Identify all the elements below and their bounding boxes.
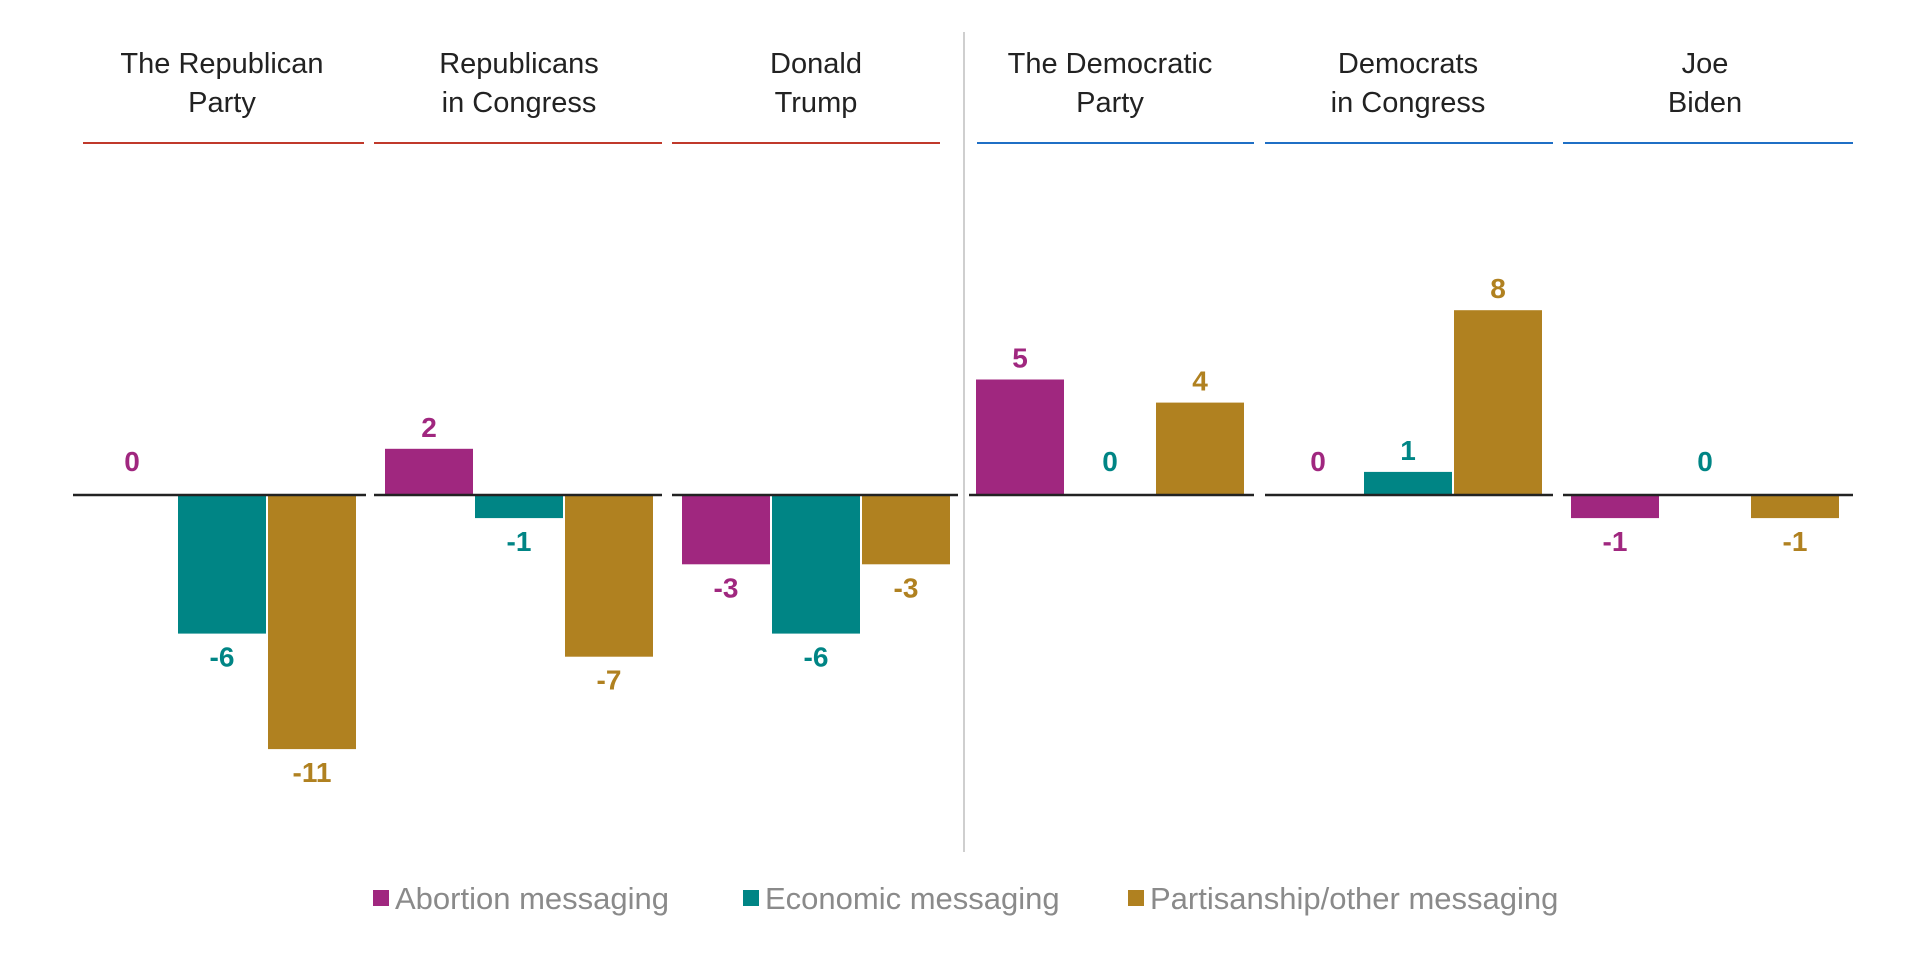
panel-the-democratic-party: The Democratic Party 5 0 4	[969, 48, 1254, 497]
bar-abortion-messaging	[385, 448, 473, 495]
bar-economic-messaging	[475, 495, 563, 519]
panel-title-line: Party	[1076, 87, 1144, 119]
bar-partisanship-other-messaging	[268, 495, 356, 750]
data-label-abortion-messaging: -1	[1603, 526, 1628, 557]
bar-partisanship-other-messaging	[1454, 310, 1542, 495]
panel-title-line: Joe	[1682, 48, 1729, 80]
panel-title: Joe Biden	[1668, 48, 1742, 119]
data-label-abortion-messaging: 5	[1012, 343, 1028, 374]
data-label-economic-messaging: 0	[1102, 446, 1118, 477]
data-label-partisanship-other-messaging: -1	[1783, 526, 1808, 557]
data-label-economic-messaging: -1	[507, 526, 532, 557]
bar-abortion-messaging	[682, 495, 770, 565]
legend-swatch	[1128, 890, 1144, 906]
panel-title-line: Democrats	[1338, 48, 1478, 80]
panel-title: Donald Trump	[770, 48, 862, 119]
data-label-abortion-messaging: 0	[124, 446, 140, 477]
bar-economic-messaging	[178, 495, 266, 634]
data-label-economic-messaging: -6	[210, 642, 235, 673]
data-label-economic-messaging: 1	[1400, 435, 1416, 466]
panel-title-line: Party	[188, 87, 256, 119]
bar-economic-messaging	[1364, 471, 1452, 495]
panel-title-line: in Congress	[1331, 87, 1486, 119]
legend-label: Partisanship/other messaging	[1150, 881, 1558, 916]
panel-joe-biden: Joe Biden -1 0 -1	[1563, 48, 1853, 557]
data-label-partisanship-other-messaging: 4	[1192, 366, 1208, 397]
panel-title-line: in Congress	[442, 87, 597, 119]
panel-title-line: Trump	[775, 87, 858, 119]
panel-title-line: Donald	[770, 48, 862, 80]
panel-donald-trump: Donald Trump -3 -6 -3	[672, 48, 958, 673]
bar-partisanship-other-messaging	[1156, 402, 1244, 495]
panel-democrats-in-congress: Democrats in Congress 0 1 8	[1265, 48, 1553, 497]
data-label-partisanship-other-messaging: -3	[894, 572, 919, 603]
panel-title: Democrats in Congress	[1331, 48, 1486, 119]
legend-label: Economic messaging	[765, 881, 1060, 916]
data-label-partisanship-other-messaging: -7	[597, 665, 622, 696]
panel-the-republican-party: The Republican Party 0 -6 -11	[73, 48, 366, 788]
data-label-partisanship-other-messaging: -11	[293, 757, 332, 788]
legend-item-partisanship-other-messaging: Partisanship/other messaging	[1128, 881, 1558, 916]
bar-partisanship-other-messaging	[1751, 495, 1839, 519]
data-label-partisanship-other-messaging: 8	[1490, 273, 1506, 304]
legend-label: Abortion messaging	[395, 881, 669, 916]
legend-item-economic-messaging: Economic messaging	[743, 881, 1060, 916]
panel-title-line: The Republican	[120, 48, 323, 80]
bar-abortion-messaging	[976, 379, 1064, 495]
panel-title-line: Biden	[1668, 87, 1742, 119]
data-label-economic-messaging: -6	[804, 642, 829, 673]
bar-abortion-messaging	[1571, 495, 1659, 519]
legend-item-abortion-messaging: Abortion messaging	[373, 881, 669, 916]
bar-partisanship-other-messaging	[565, 495, 653, 657]
panel-title-line: The Democratic	[1008, 48, 1213, 80]
bar-partisanship-other-messaging	[862, 495, 950, 565]
panel-title-line: Republicans	[439, 48, 599, 80]
panel-title: The Democratic Party	[1008, 48, 1213, 119]
bar-economic-messaging	[772, 495, 860, 634]
panel-title: Republicans in Congress	[439, 48, 599, 119]
legend: Abortion messaging Economic messaging Part…	[373, 881, 1558, 916]
data-label-abortion-messaging: 0	[1310, 446, 1326, 477]
panel-republicans-in-congress: Republicans in Congress 2 -1 -7	[374, 48, 662, 696]
data-label-abortion-messaging: 2	[421, 412, 437, 443]
data-label-abortion-messaging: -3	[714, 572, 739, 603]
legend-swatch	[373, 890, 389, 906]
data-label-economic-messaging: 0	[1697, 446, 1713, 477]
panel-title: The Republican Party	[120, 48, 323, 119]
legend-swatch	[743, 890, 759, 906]
